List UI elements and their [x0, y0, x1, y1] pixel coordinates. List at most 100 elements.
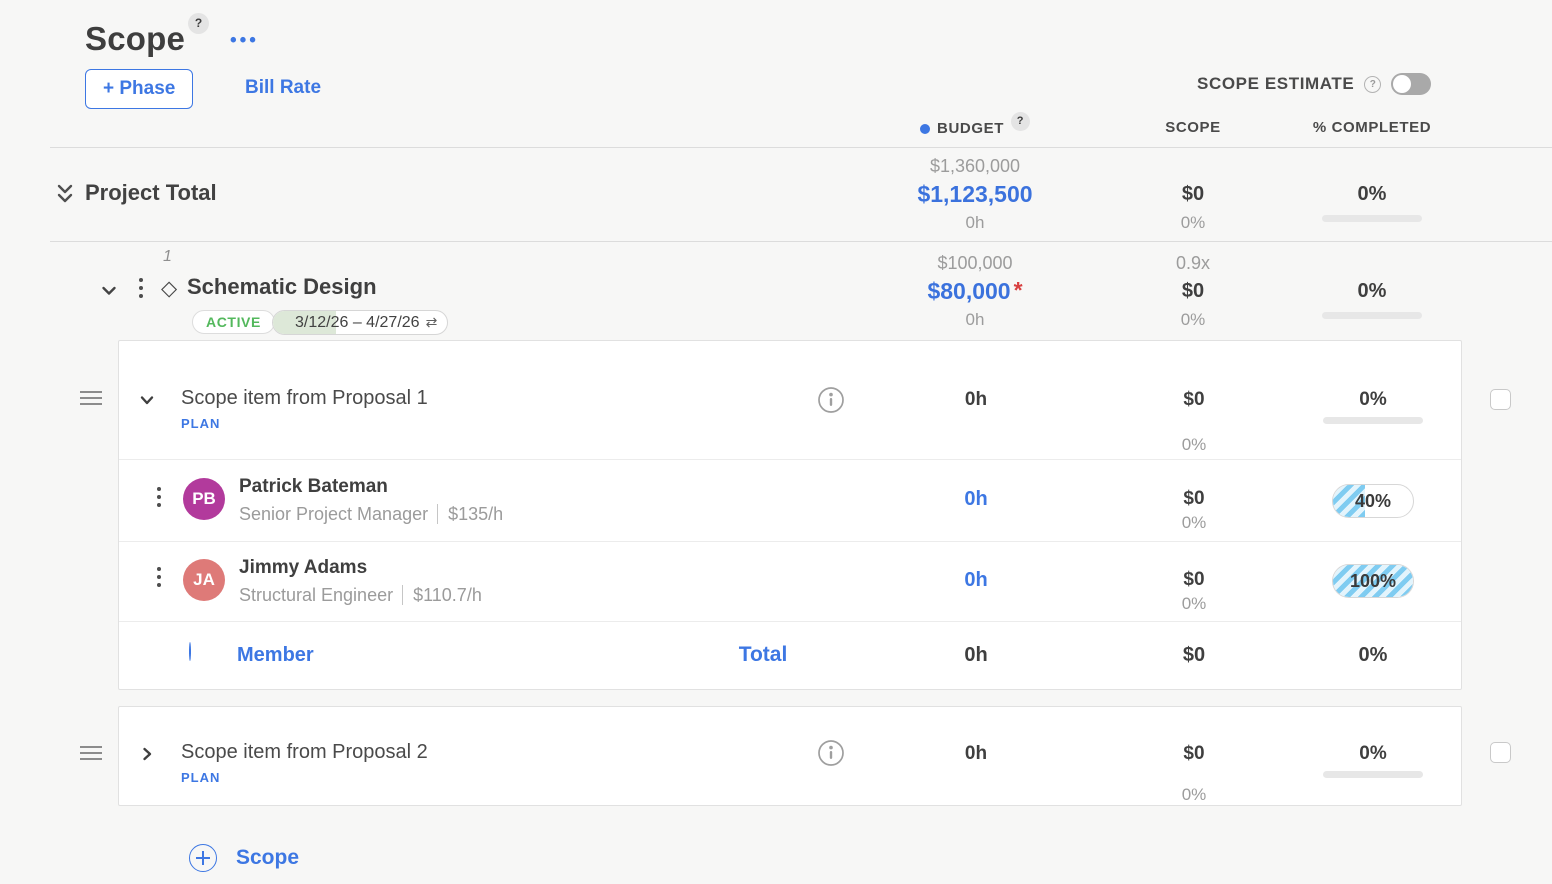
scope-item-1-card: Scope item from Proposal 1 PLAN 0h $0 0%…	[118, 340, 1462, 690]
phase-chevron-down-icon[interactable]	[99, 281, 119, 306]
phase-date-range[interactable]: 3/12/26 – 4/27/26 ⇄	[272, 310, 449, 335]
member-1-completed-cell: 40%	[1298, 484, 1448, 518]
scope-item-2-plan-tag[interactable]: PLAN	[181, 770, 221, 785]
project-total-scope-pct: 0%	[1180, 213, 1206, 232]
collapse-all-icon[interactable]	[55, 182, 75, 211]
toggle-knob	[1393, 75, 1412, 93]
scope-item-2-info-icon[interactable]	[817, 739, 845, 772]
total-label[interactable]: Total	[738, 643, 788, 666]
member-1-hours[interactable]: 0h	[964, 488, 988, 510]
scope-item-1-scope-value: $0	[1183, 389, 1205, 410]
phase-kebab-menu-icon[interactable]	[139, 278, 143, 298]
project-total-budget-current[interactable]: $1,123,500	[917, 181, 1033, 207]
member-1-scope-value: $0	[1183, 488, 1205, 509]
project-total-scope-cell: $0 0%	[1118, 153, 1268, 236]
add-member-plus-icon[interactable]	[189, 642, 191, 661]
member-1-role: Senior Project Manager $135/h	[239, 504, 504, 524]
member-2-kebab-menu-icon[interactable]	[157, 567, 161, 587]
phase-budget-original: $100,000	[937, 253, 1013, 273]
add-phase-button[interactable]: + Phase	[85, 69, 194, 109]
scope-item-2-name[interactable]: Scope item from Proposal 2	[181, 741, 428, 763]
scope-estimate-toggle[interactable]	[1391, 73, 1432, 95]
scope-estimate-help-icon[interactable]: ?	[1364, 75, 1382, 93]
project-total-completed-pct: 0%	[1357, 183, 1387, 205]
date-range-text: 3/12/26 – 4/27/26	[295, 313, 420, 331]
phase-index: 1	[163, 248, 172, 265]
budget-flag-asterisk: *	[1013, 277, 1023, 303]
scope-item-1-scope-pct: 0%	[1181, 435, 1207, 454]
member-1-rate: $135/h	[437, 504, 504, 524]
project-total-progress-bar	[1322, 215, 1422, 222]
scope-item-1-chevron-down-icon[interactable]	[138, 391, 156, 414]
add-scope-plus-icon[interactable]	[189, 844, 217, 872]
more-menu-icon[interactable]: •••	[230, 30, 259, 51]
member-1-avatar[interactable]: PB	[183, 478, 225, 520]
row-divider	[119, 459, 1461, 460]
scope-item-2-scope-value: $0	[1183, 743, 1205, 764]
scope-item-2-chevron-right-icon[interactable]	[138, 745, 156, 768]
bill-rate-link[interactable]: Bill Rate	[245, 77, 322, 98]
member-2-scope-value: $0	[1183, 569, 1205, 590]
column-header-scope: SCOPE	[1165, 119, 1221, 136]
total-completed-pct: 0%	[1358, 644, 1388, 666]
member-2-name[interactable]: Jimmy Adams	[239, 557, 368, 578]
column-header-budget: BUDGET ?	[895, 112, 1055, 138]
total-hours: 0h	[964, 644, 988, 666]
scope-item-2-progress-bar	[1298, 771, 1448, 778]
budget-help-icon[interactable]: ?	[1010, 112, 1030, 131]
scope-item-1-hours: 0h	[964, 389, 988, 410]
member-2-hours[interactable]: 0h	[964, 569, 988, 591]
scope-estimate-label: SCOPE ESTIMATE	[1197, 74, 1355, 93]
member-1-kebab-menu-icon[interactable]	[157, 487, 161, 507]
add-member-button[interactable]: Member	[237, 644, 314, 666]
page-title: Scope	[85, 20, 186, 57]
project-total-scope-value: $0	[1181, 183, 1205, 205]
project-total-completed-cell: 0%	[1297, 153, 1447, 222]
phase-completed-cell: 0%	[1297, 250, 1447, 319]
phase-scope-multiplier: 0.9x	[1175, 253, 1211, 273]
phase-name[interactable]: Schematic Design	[187, 274, 377, 299]
scope-item-2-checkbox[interactable]	[1490, 742, 1511, 763]
member-1-scope-pct: 0%	[1181, 513, 1207, 532]
member-1-completed-pct: 40%	[1354, 491, 1392, 511]
date-range-progress-fill	[273, 311, 336, 334]
member-2-scope-pct: 0%	[1181, 594, 1207, 613]
phase-completed-pct: 0%	[1357, 280, 1387, 302]
phase-hours: 0h	[965, 310, 985, 329]
member-2-rate: $110.7/h	[402, 585, 482, 605]
member-2-avatar[interactable]: JA	[183, 559, 225, 601]
scope-item-2-completed-pct: 0%	[1359, 743, 1387, 764]
scope-item-1-plan-tag[interactable]: PLAN	[181, 416, 221, 431]
scope-item-1-info-icon[interactable]	[817, 386, 845, 419]
phase-scope-value: $0	[1181, 280, 1205, 302]
phase-budget-cell: $100,000 $80,000 * 0h	[900, 250, 1050, 333]
member-2-completed-pct: 100%	[1349, 571, 1397, 591]
member-1-name[interactable]: Patrick Bateman	[239, 476, 388, 497]
member-1-completed-pill[interactable]: 40%	[1332, 484, 1414, 518]
member-2-completed-pill[interactable]: 100%	[1332, 564, 1414, 598]
project-total-hours: 0h	[965, 213, 985, 232]
column-header-completed: % COMPLETED	[1312, 119, 1432, 136]
row-divider	[50, 241, 1552, 242]
add-scope-button[interactable]: Scope	[236, 846, 300, 869]
scope-item-1-checkbox[interactable]	[1490, 389, 1511, 410]
title-help-icon[interactable]: ?	[188, 13, 209, 34]
budget-header-label: BUDGET	[937, 120, 1004, 137]
scope-item-2-hours: 0h	[964, 743, 988, 764]
header-divider	[50, 147, 1552, 148]
scope-item-1-completed-pct: 0%	[1359, 389, 1387, 410]
member-2-completed-cell: 100%	[1298, 564, 1448, 598]
phase-status-badge[interactable]: ACTIVE	[192, 310, 275, 334]
phase-budget-current[interactable]: $80,000 *	[927, 277, 1023, 304]
project-total-budget-original: $1,360,000	[929, 156, 1021, 176]
scope-item-1-progress-bar	[1298, 417, 1448, 424]
row-divider	[119, 621, 1461, 622]
project-total-label: Project Total	[85, 180, 217, 205]
scope-item-2-card: Scope item from Proposal 2 PLAN 0h $0 0%…	[118, 706, 1462, 806]
scope-item-2-drag-handle[interactable]	[80, 746, 102, 760]
date-refresh-icon[interactable]: ⇄	[425, 314, 438, 330]
scope-item-1-drag-handle[interactable]	[80, 391, 102, 405]
project-total-budget-cell: $1,360,000 $1,123,500 0h	[900, 153, 1050, 236]
scope-item-1-name[interactable]: Scope item from Proposal 1	[181, 387, 428, 409]
phase-diamond-icon: ◇	[161, 277, 178, 300]
